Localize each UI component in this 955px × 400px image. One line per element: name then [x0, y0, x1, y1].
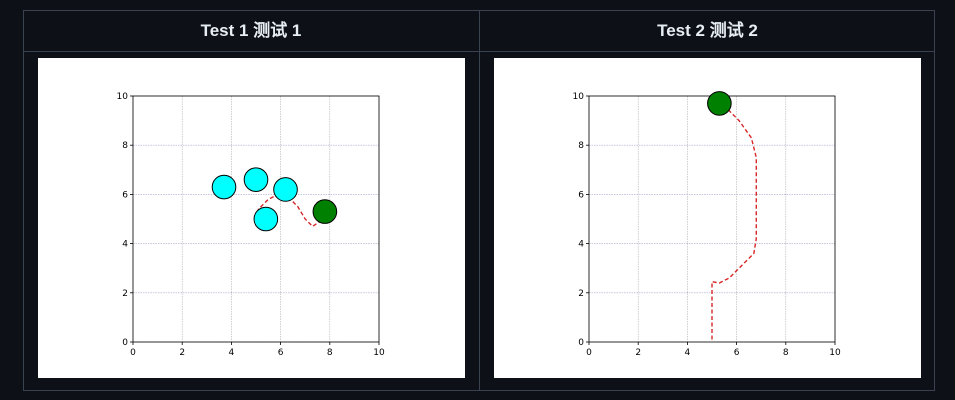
- panel-title-test-2: Test 2 测试 2: [657, 21, 758, 40]
- x-tick-label: 10: [829, 348, 841, 358]
- y-tick-label: 2: [122, 289, 128, 299]
- x-tick-label: 0: [130, 348, 136, 358]
- y-tick-label: 8: [578, 141, 584, 151]
- y-tick-label: 6: [122, 190, 128, 200]
- panel-title-test-1: Test 1 测试 1: [200, 21, 302, 40]
- obstacle-marker: [243, 167, 269, 192]
- x-tick-label: 10: [373, 348, 385, 358]
- x-tick-label: 8: [327, 348, 333, 358]
- obstacle-marker: [253, 206, 279, 232]
- plot-panel-test-1: 0 2 4 6 8 10 0 2 4 6 8 10: [38, 58, 465, 378]
- plot-panel-test-2: 0 2 4 6 8 10 0 2 4 6 8 10: [494, 58, 921, 378]
- y-tick-label: 0: [122, 338, 128, 348]
- obstacle-marker: [273, 177, 298, 202]
- y-tick-label: 4: [122, 240, 128, 250]
- y-tick-label: 6: [578, 190, 584, 200]
- x-tick-label: 2: [635, 348, 641, 358]
- planned-path: [255, 193, 326, 228]
- y-tick-label: 2: [578, 289, 584, 299]
- y-tick-label: 10: [117, 92, 129, 102]
- x-tick-label: 6: [278, 348, 284, 358]
- x-tick-label: 4: [229, 348, 235, 358]
- x-tick-label: 4: [685, 348, 691, 358]
- goal-marker: [312, 199, 338, 224]
- obstacle-marker: [211, 174, 237, 200]
- y-tick-label: 8: [122, 141, 128, 151]
- goal-marker: [707, 91, 732, 116]
- y-tick-label: 10: [573, 92, 585, 102]
- y-tick-label: 0: [578, 338, 584, 348]
- column-divider: [479, 10, 480, 391]
- axes-frame: [132, 95, 380, 343]
- chart-test-1: 0 2 4 6 8 10 0 2 4 6 8 10: [117, 92, 385, 358]
- chart-test-2: 0 2 4 6 8 10 0 2 4 6 8 10: [573, 91, 841, 358]
- x-tick-label: 8: [783, 348, 789, 358]
- header-divider: [23, 51, 935, 52]
- x-tick-label: 0: [586, 348, 592, 358]
- y-tick-label: 4: [578, 240, 584, 250]
- x-tick-label: 6: [734, 348, 740, 358]
- planned-path: [711, 102, 757, 340]
- x-tick-label: 2: [179, 348, 185, 358]
